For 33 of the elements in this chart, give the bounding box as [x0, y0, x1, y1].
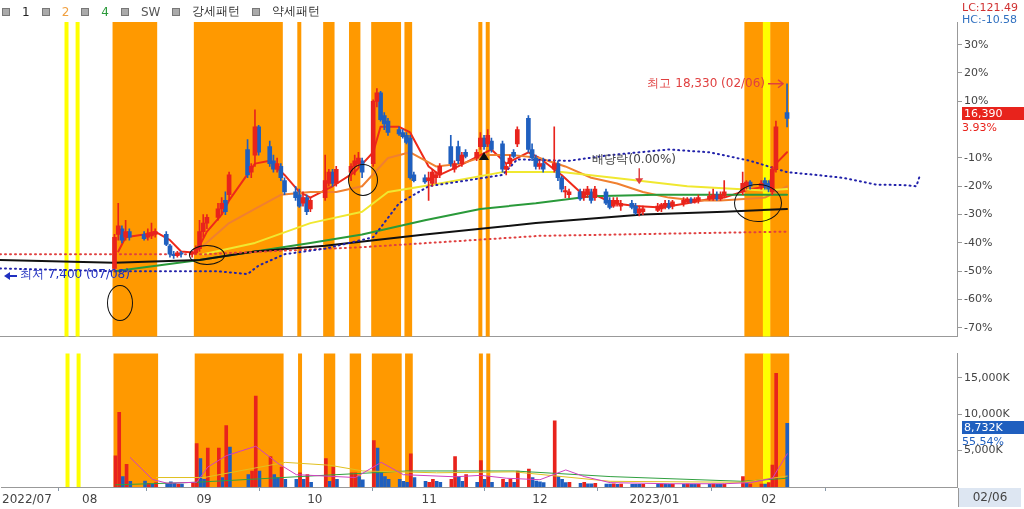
y-tick-label: -10% [964, 150, 993, 164]
y-tick-label: 20% [964, 65, 989, 79]
x-tick-label: 02 [761, 492, 777, 507]
text: 약세패턴 [272, 3, 321, 20]
text: 2 [61, 4, 70, 19]
y-tick-label: 10% [964, 94, 989, 108]
x-tick-label: 11 [421, 492, 437, 507]
text: 1 [22, 4, 30, 19]
text: 16,390 [962, 107, 1024, 120]
y-tick-label: 30% [964, 37, 989, 51]
text: 3.93% [962, 121, 997, 134]
x-tick-label: 10 [307, 492, 323, 507]
text: LC:121.49 [962, 1, 1019, 14]
y-tick-label: -40% [964, 235, 993, 249]
x-tick-label: 08 [82, 492, 98, 507]
y-tick-label: -50% [964, 264, 993, 278]
y-tick-label: -70% [964, 320, 993, 334]
x-tick-label: 12 [532, 492, 548, 507]
text: 4 [101, 4, 109, 19]
annotation: 배당락(0.00%) [592, 152, 676, 167]
y-tick-label: -30% [964, 207, 993, 221]
y-tick-label: 10,000K [964, 406, 1011, 420]
y-tick-label: 15,000K [964, 370, 1011, 384]
x-tick-label: 2023/01 [629, 492, 680, 507]
text: 8,732K [962, 421, 1024, 434]
text: SW [140, 4, 161, 19]
y-tick-label: -60% [964, 292, 993, 306]
y-tick-label: -20% [964, 179, 993, 193]
text: 02/06 [958, 488, 1021, 507]
x-tick-label: 2022/07 [2, 492, 52, 507]
x-tick-label: 09 [196, 492, 212, 507]
text: HC:-10.58 [962, 13, 1018, 26]
text: 강세패턴 [192, 3, 241, 20]
